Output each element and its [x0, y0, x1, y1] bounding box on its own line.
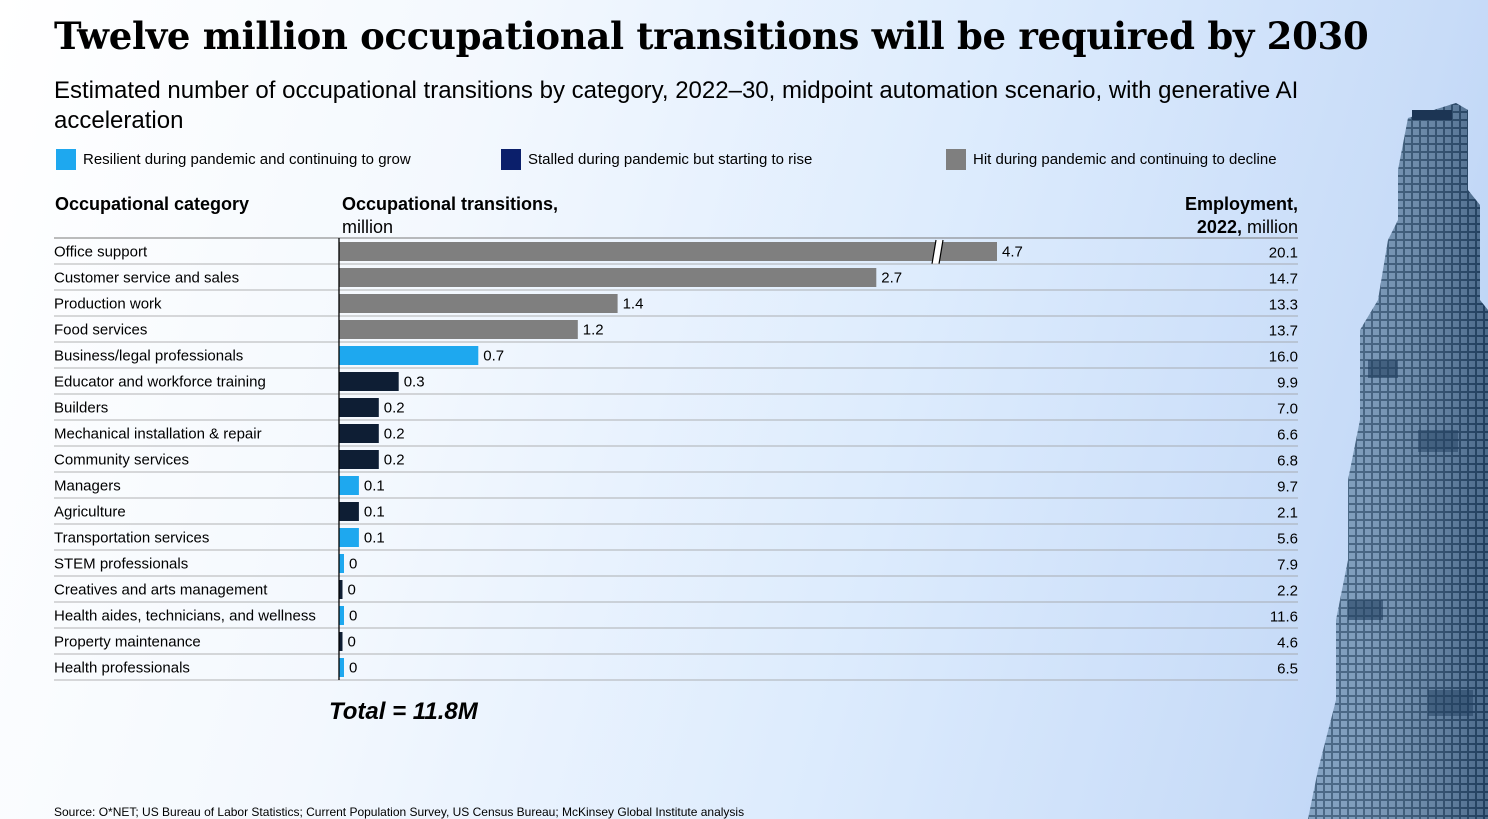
header-category-label: Occupational category: [55, 194, 250, 214]
employment-value: 6.5: [1277, 661, 1298, 678]
legend-item-resilient: Resilient during pandemic and continuing…: [56, 148, 411, 170]
bar-value-label: 4.7: [1002, 244, 1023, 261]
bar-value-label: 0.1: [364, 530, 385, 547]
employment-value: 13.3: [1269, 297, 1298, 314]
bar-value-label: 0.2: [384, 400, 405, 417]
header-employment-label: Employment,: [1184, 194, 1298, 214]
bar: [339, 372, 399, 391]
legend-item-stalled: Stalled during pandemic but starting to …: [501, 148, 812, 170]
category-label: Health professionals: [54, 660, 190, 677]
legend-label-resilient: Resilient during pandemic and continuing…: [83, 150, 411, 168]
bar: [339, 528, 359, 547]
category-label: Agriculture: [54, 504, 126, 521]
employment-value: 7.9: [1277, 557, 1298, 574]
bar-value-label: 0.2: [384, 452, 405, 469]
category-label: Customer service and sales: [54, 270, 239, 287]
bar-value-label: 0: [348, 634, 356, 651]
employment-value: 13.7: [1269, 323, 1298, 340]
bar: [339, 606, 344, 625]
category-label: STEM professionals: [54, 556, 188, 573]
axis-break-line: [931, 239, 937, 265]
bar: [339, 346, 479, 365]
bar: [339, 294, 618, 313]
category-label: Creatives and arts management: [54, 582, 268, 599]
employment-value: 5.6: [1277, 531, 1298, 548]
legend-swatch-hit: [946, 148, 966, 170]
bar-value-label: 0.3: [404, 374, 425, 391]
header-transitions: Occupational transitions, million: [342, 193, 558, 239]
employment-value: 16.0: [1269, 349, 1298, 366]
page-title: Twelve million occupational transitions …: [54, 14, 1369, 58]
category-label: Business/legal professionals: [54, 348, 243, 365]
bar: [339, 450, 379, 469]
employment-value: 14.7: [1269, 271, 1298, 288]
total-label: Total = 11.8M: [329, 698, 478, 725]
bar: [339, 502, 359, 521]
category-label: Builders: [54, 400, 108, 417]
category-label: Food services: [54, 322, 147, 339]
bar: [339, 320, 578, 339]
page-subtitle: Estimated number of occupational transit…: [54, 77, 1299, 134]
header-employment-unit: million: [1246, 217, 1298, 237]
header-employment-year: 2022,: [1196, 217, 1242, 237]
bar-value-label: 0: [348, 582, 356, 599]
category-label: Mechanical installation & repair: [54, 426, 262, 443]
header-category: Occupational category: [55, 193, 249, 216]
category-label: Production work: [54, 296, 162, 313]
category-label: Health aides, technicians, and wellness: [54, 608, 316, 625]
legend-label-hit: Hit during pandemic and continuing to de…: [973, 150, 1277, 168]
bar: [339, 242, 997, 261]
bar: [339, 398, 379, 417]
bar: [339, 632, 343, 651]
bar: [339, 580, 343, 599]
legend-swatch-resilient: [56, 148, 76, 170]
bar-value-label: 0.7: [483, 348, 504, 365]
category-label: Transportation services: [54, 530, 209, 547]
category-label: Educator and workforce training: [54, 374, 266, 391]
header-employment: Employment, 2022, million: [1185, 193, 1298, 239]
category-label: Managers: [54, 478, 121, 495]
bar: [339, 268, 877, 287]
axis-break-gap: [932, 240, 943, 264]
bar: [339, 658, 344, 677]
bar-value-label: 2.7: [881, 270, 902, 287]
legend-swatch-stalled: [501, 148, 521, 170]
bar-value-label: 0.1: [364, 478, 385, 495]
employment-value: 7.0: [1277, 401, 1298, 418]
bar-value-label: 0.1: [364, 504, 385, 521]
employment-value: 6.8: [1277, 453, 1298, 470]
legend-label-stalled: Stalled during pandemic but starting to …: [528, 150, 813, 168]
employment-value: 11.6: [1270, 609, 1298, 626]
employment-value: 2.2: [1277, 583, 1298, 600]
employment-value: 6.6: [1277, 427, 1298, 444]
employment-value: 9.7: [1277, 479, 1298, 496]
category-label: Property maintenance: [54, 634, 201, 651]
bar: [339, 554, 344, 573]
category-label: Office support: [54, 244, 148, 261]
category-label: Community services: [54, 452, 189, 469]
axis-break-line: [938, 239, 944, 265]
bar-value-label: 0: [349, 608, 357, 625]
employment-value: 4.6: [1277, 635, 1298, 652]
employment-value: 9.9: [1277, 375, 1298, 392]
bar-value-label: 0.2: [384, 426, 405, 443]
bar-value-label: 1.2: [583, 322, 604, 339]
legend-item-hit: Hit during pandemic and continuing to de…: [946, 148, 1277, 170]
header-transitions-unit: million: [342, 217, 394, 237]
source-note: Source: O*NET; US Bureau of Labor Statis…: [54, 805, 745, 819]
bar-value-label: 0: [349, 660, 357, 677]
employment-value: 20.1: [1269, 245, 1298, 262]
employment-value: 2.1: [1277, 505, 1298, 522]
header-transitions-label: Occupational transitions,: [342, 194, 559, 214]
bar-value-label: 1.4: [623, 296, 644, 313]
building-image: [1308, 103, 1488, 819]
bar-value-label: 0: [349, 556, 357, 573]
bar: [339, 424, 379, 443]
bar: [339, 476, 359, 495]
